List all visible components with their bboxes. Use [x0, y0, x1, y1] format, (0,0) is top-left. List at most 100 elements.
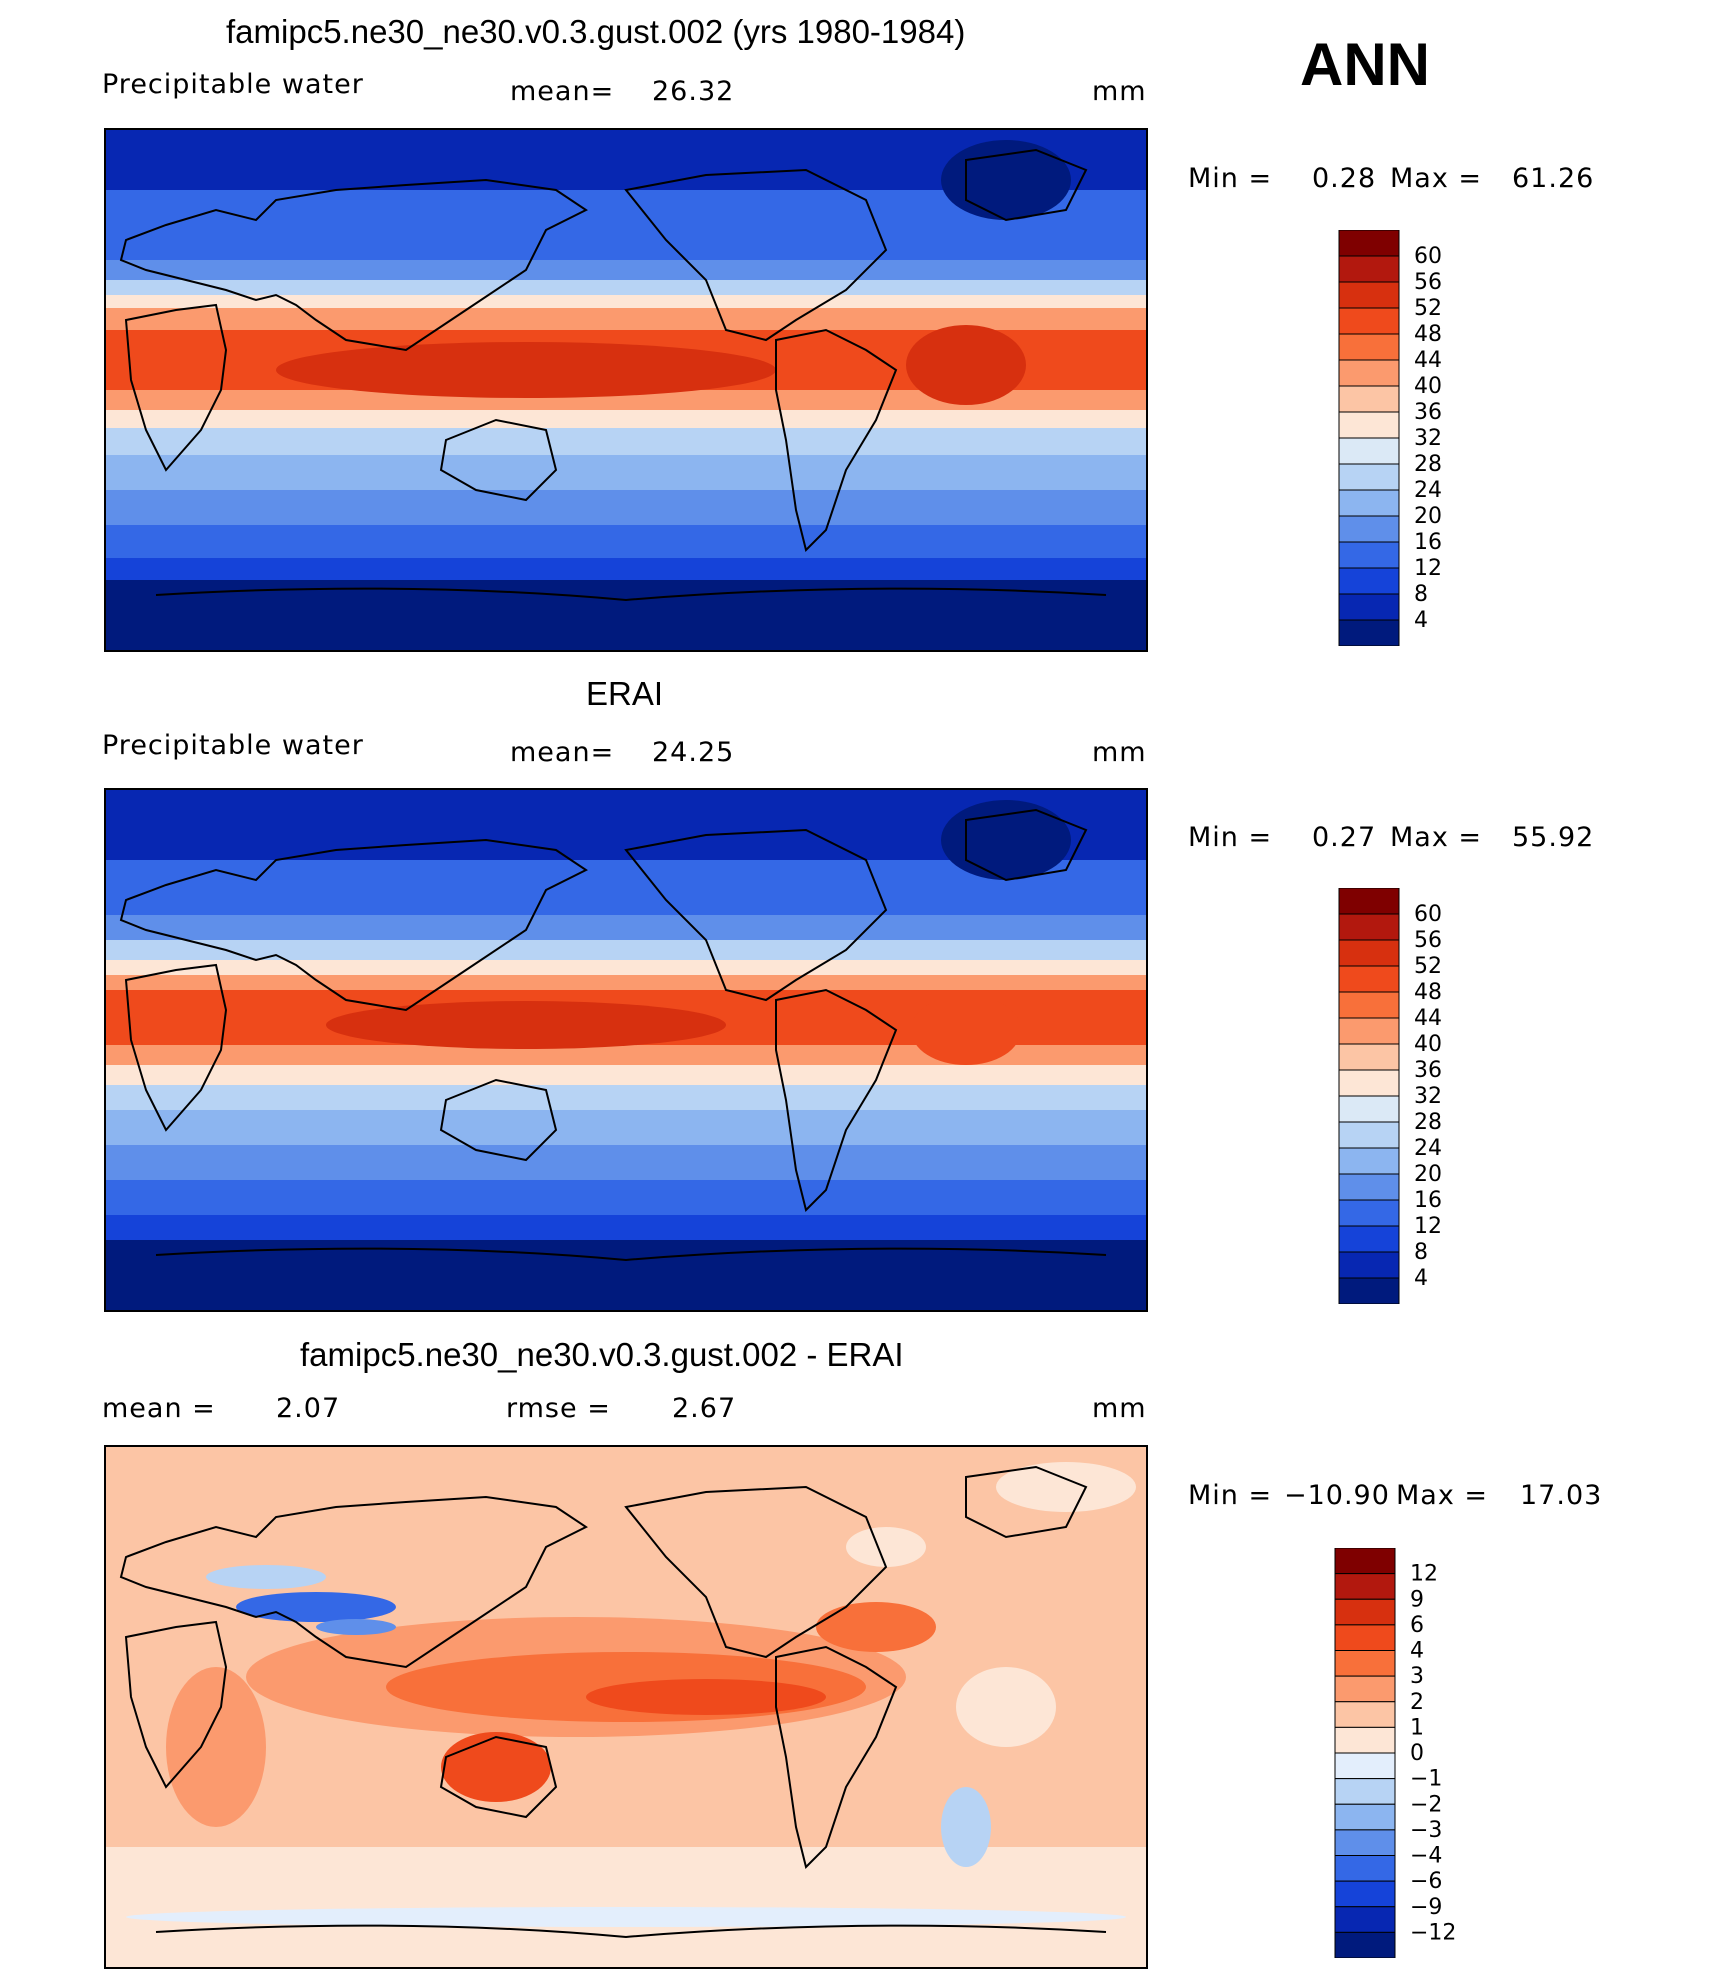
colorbar-tick-label: 52: [1414, 954, 1442, 979]
colorbar-tick-label: 60: [1414, 902, 1442, 927]
colorbar-tick-label: 20: [1414, 504, 1442, 529]
panel1-field: [106, 130, 1146, 650]
colorbar-tick-label: 60: [1414, 244, 1442, 269]
colorbar-tick-label: 4: [1414, 1266, 1428, 1291]
panel3-max-label: Max =: [1396, 1480, 1489, 1511]
colorbar-tick-label: 24: [1414, 478, 1442, 503]
colorbar-tick-label: 52: [1414, 296, 1442, 321]
colorbar-tick-label: −12: [1410, 1920, 1456, 1945]
panel1-max-value: 61.26: [1512, 163, 1595, 194]
colorbar-tick-label: 16: [1414, 1188, 1442, 1213]
colorbar-swatch: [1334, 1701, 1396, 1728]
colorbar-tick-label: 24: [1414, 1136, 1442, 1161]
panel2-mean-label: mean=: [510, 737, 615, 768]
panel3-min-value: −10.90: [1284, 1480, 1390, 1511]
panel1-units: mm: [1092, 76, 1147, 107]
colorbar-tick-label: −1: [1410, 1767, 1442, 1792]
colorbar-tick-label: 40: [1414, 374, 1442, 399]
panel3-rmse-value: 2.67: [672, 1393, 737, 1424]
colorbar-swatch: [1338, 593, 1400, 621]
panel1-map: [104, 128, 1148, 652]
colorbar-tick-label: 12: [1414, 1214, 1442, 1239]
panel2-title: ERAI: [586, 675, 664, 712]
colorbar-swatch: [1338, 229, 1400, 257]
panel2-units: mm: [1092, 737, 1147, 768]
colorbar-tick-label: 20: [1414, 1162, 1442, 1187]
panel3-min-label: Min =: [1188, 1480, 1273, 1511]
panel2-min-value: 0.27: [1312, 822, 1377, 853]
colorbar-swatch: [1338, 913, 1400, 941]
colorbar-tick-label: 36: [1414, 400, 1442, 425]
colorbar-tick-label: 36: [1414, 1058, 1442, 1083]
colorbar-swatch: [1334, 1675, 1396, 1703]
colorbar-swatch: [1334, 1650, 1396, 1677]
colorbar-tick-label: 48: [1414, 322, 1442, 347]
panel3-map: [104, 1445, 1148, 1969]
panel2-field: [106, 790, 1146, 1310]
colorbar-tick-label: 4: [1414, 608, 1428, 633]
colorbar-tick-label: 12: [1410, 1562, 1438, 1587]
colorbar-tick-label: 16: [1414, 530, 1442, 555]
colorbar-tick-label: 48: [1414, 980, 1442, 1005]
panel1-colorbar: 60 56 52 48 44 40 36 32 28 24 20 16 12 8 4: [1338, 229, 1458, 647]
colorbar-tick-label: 12: [1414, 556, 1442, 581]
colorbar-tick-label: 9: [1410, 1587, 1424, 1612]
colorbar-swatch: [1338, 991, 1400, 1019]
colorbar-tick-label: −2: [1410, 1792, 1442, 1817]
colorbar-swatch: [1338, 307, 1400, 335]
panel1-mean-value: 26.32: [652, 76, 735, 107]
colorbar-tick-label: −9: [1410, 1895, 1442, 1920]
colorbar-swatch: [1334, 1829, 1396, 1856]
colorbar-swatch: [1338, 1121, 1400, 1149]
colorbar-tick-label: 0: [1410, 1741, 1424, 1766]
panel1-min-value: 0.28: [1312, 163, 1377, 194]
panel1-title: famipc5.ne30_ne30.v0.3.gust.002 (yrs 198…: [226, 13, 966, 50]
colorbar-swatch: [1334, 1752, 1396, 1780]
colorbar-tick-label: −3: [1410, 1818, 1442, 1843]
panel3-max-value: 17.03: [1520, 1480, 1603, 1511]
colorbar-tick-label: 1: [1410, 1715, 1424, 1740]
colorbar-swatch: [1338, 1225, 1400, 1253]
colorbar-swatch: [1338, 359, 1400, 387]
colorbar-tick-label: 28: [1414, 1110, 1442, 1135]
panel3-title: famipc5.ne30_ne30.v0.3.gust.002 - ERAI: [300, 1336, 904, 1373]
panel1-min-label: Min =: [1188, 163, 1273, 194]
colorbar-swatch: [1334, 1931, 1396, 1959]
colorbar-swatch: [1334, 1803, 1396, 1831]
colorbar-swatch: [1334, 1726, 1396, 1754]
panel3-colorbar: 12 9 6 4 3 2 1 0 −1 −2 −3 −4 −6 −9 −12: [1334, 1547, 1464, 1959]
colorbar-swatch: [1338, 411, 1400, 439]
colorbar-swatch: [1338, 887, 1400, 915]
panel2-max-label: Max =: [1390, 822, 1483, 853]
panel3-mean-value: 2.07: [276, 1393, 341, 1424]
colorbar-tick-label: 3: [1410, 1664, 1424, 1689]
colorbar-tick-label: 32: [1414, 1084, 1442, 1109]
colorbar-tick-label: 8: [1414, 582, 1428, 607]
colorbar-swatch: [1338, 489, 1400, 517]
colorbar-swatch: [1334, 1598, 1396, 1626]
season-label: ANN: [1300, 31, 1430, 98]
colorbar-tick-label: 44: [1414, 348, 1442, 373]
colorbar-swatch: [1334, 1573, 1396, 1600]
colorbar-tick-label: 2: [1410, 1690, 1424, 1715]
panel2-colorbar: 60 56 52 48 44 40 36 32 28 24 20 16 12 8 4: [1338, 887, 1458, 1305]
panel1-max-label: Max =: [1390, 163, 1483, 194]
colorbar-swatch: [1338, 939, 1400, 967]
panel2-variable: Precipitable water: [102, 730, 364, 761]
colorbar-swatch: [1338, 1251, 1400, 1279]
colorbar-tick-label: 32: [1414, 426, 1442, 451]
colorbar-swatch: [1338, 281, 1400, 309]
colorbar-swatch: [1338, 333, 1400, 361]
colorbar-swatch: [1338, 619, 1400, 647]
panel2-mean-value: 24.25: [652, 737, 735, 768]
colorbar-tick-label: 8: [1414, 1240, 1428, 1265]
colorbar-swatch: [1334, 1547, 1396, 1575]
colorbar-tick-label: 56: [1414, 270, 1442, 295]
colorbar-swatch: [1338, 255, 1400, 283]
colorbar-swatch: [1338, 1277, 1400, 1305]
panel1-variable: Precipitable water: [102, 69, 364, 100]
colorbar-swatch: [1338, 1199, 1400, 1227]
colorbar-swatch: [1338, 1043, 1400, 1071]
